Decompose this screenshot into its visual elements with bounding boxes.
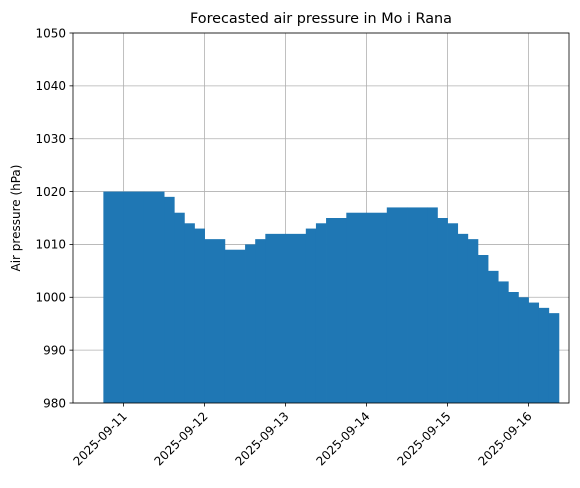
- pressure-bar: [498, 281, 509, 403]
- y-tick-label: 1020: [35, 185, 66, 199]
- pressure-bar: [245, 244, 256, 403]
- pressure-bar: [488, 270, 499, 403]
- pressure-bar: [305, 228, 317, 403]
- pressure-bar: [123, 191, 145, 403]
- pressure-bar: [407, 207, 428, 403]
- pressure-bar: [194, 228, 205, 403]
- pressure-bar: [528, 302, 540, 403]
- pressure-bar: [326, 218, 347, 403]
- pressure-bar: [427, 207, 438, 403]
- pressure-bar: [255, 239, 266, 403]
- pressure-bar: [386, 207, 408, 403]
- pressure-bar: [508, 292, 519, 403]
- pressure-bar: [204, 239, 226, 403]
- pressure-bar: [538, 307, 550, 403]
- pressure-bar: [437, 218, 448, 403]
- pressure-bar: [477, 255, 489, 403]
- bars: [103, 191, 560, 403]
- y-axis: 980 990 1000 1010 1020 1030 1040 1050: [35, 26, 73, 410]
- pressure-bar: [457, 233, 469, 403]
- chart-title: Forecasted air pressure in Mo i Rana: [190, 11, 452, 27]
- pressure-bar: [315, 223, 327, 403]
- y-axis-label: Air pressure (hPa): [9, 165, 23, 272]
- pressure-bar: [265, 233, 286, 403]
- pressure-bar: [224, 249, 246, 403]
- pressure-bar: [164, 196, 175, 403]
- pressure-bar: [184, 223, 195, 403]
- plot-frame: [72, 32, 570, 404]
- pressure-bar: [366, 212, 388, 403]
- pressure-bar: [346, 212, 367, 403]
- pressure-bar: [174, 212, 185, 403]
- y-tick-label: 1040: [35, 79, 66, 93]
- y-tick-label: 990: [43, 343, 66, 357]
- pressure-bar: [467, 239, 479, 403]
- y-tick-label: 1050: [35, 26, 66, 40]
- pressure-bar: [103, 191, 125, 403]
- pressure-bar: [285, 233, 307, 403]
- y-tick-label: 1000: [35, 291, 66, 305]
- pressure-bar: [518, 297, 529, 403]
- pressure-bar: [548, 313, 560, 403]
- y-tick-label: 1030: [35, 132, 66, 146]
- pressure-bar: [447, 223, 459, 403]
- y-tick-label: 1010: [35, 238, 66, 252]
- pressure-bar: [143, 191, 165, 403]
- y-tick-label: 980: [43, 396, 66, 410]
